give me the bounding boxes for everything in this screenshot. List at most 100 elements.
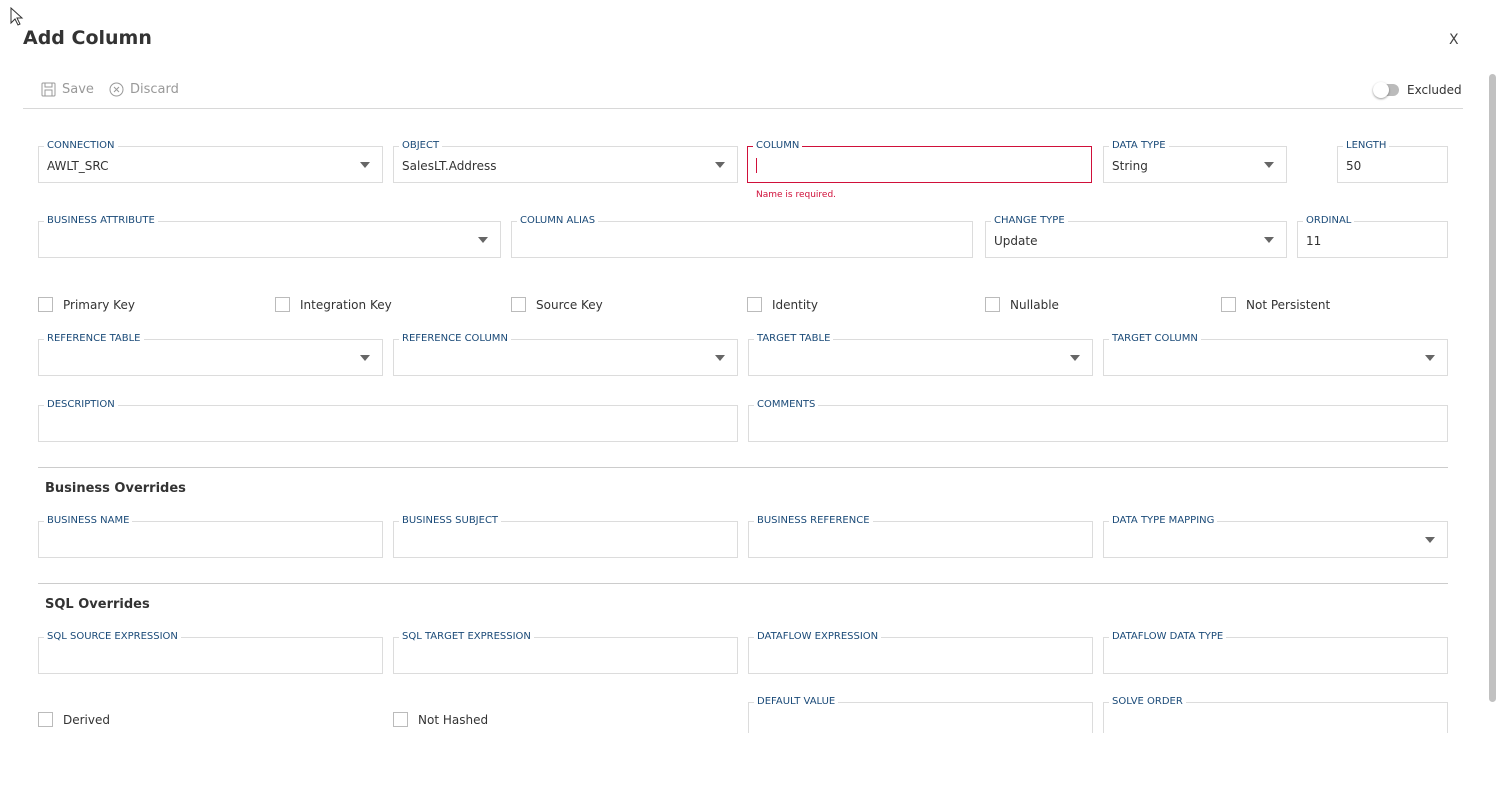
- close-button[interactable]: X: [1449, 32, 1459, 48]
- description-label: DESCRIPTION: [44, 399, 118, 411]
- business-subject-input[interactable]: BUSINESS SUBJECT: [393, 515, 738, 558]
- object-label: OBJECT: [399, 140, 443, 152]
- comments-label: COMMENTS: [754, 399, 819, 411]
- chevron-down-icon[interactable]: [715, 162, 725, 168]
- sql-source-expression-input[interactable]: SQL SOURCE EXPRESSION: [38, 631, 383, 674]
- checkbox-box[interactable]: [38, 712, 53, 727]
- checkbox-box[interactable]: [747, 297, 762, 312]
- connection-value: AWLT_SRC: [47, 159, 109, 173]
- text-cursor: [756, 158, 757, 173]
- ordinal-value: 11: [1306, 234, 1322, 248]
- connection-select[interactable]: CONNECTION AWLT_SRC: [38, 140, 383, 183]
- ordinal-label: ORDINAL: [1303, 215, 1355, 227]
- dataflow-expression-label: DATAFLOW EXPRESSION: [754, 631, 882, 643]
- checkbox-box[interactable]: [275, 297, 290, 312]
- chevron-down-icon[interactable]: [1070, 355, 1080, 361]
- primary-key-checkbox[interactable]: Primary Key: [38, 297, 135, 312]
- solve-order-label: SOLVE ORDER: [1109, 696, 1186, 708]
- dataflow-data-type-input[interactable]: DATAFLOW DATA TYPE: [1103, 631, 1448, 674]
- length-input[interactable]: LENGTH 50: [1337, 140, 1448, 183]
- target-table-select[interactable]: TARGET TABLE: [748, 333, 1093, 376]
- target-column-select[interactable]: TARGET COLUMN: [1103, 333, 1448, 376]
- source-key-checkbox[interactable]: Source Key: [511, 297, 603, 312]
- business-name-label: BUSINESS NAME: [44, 515, 133, 527]
- chevron-down-icon[interactable]: [360, 355, 370, 361]
- checkbox-box[interactable]: [393, 712, 408, 727]
- reference-table-select[interactable]: REFERENCE TABLE: [38, 333, 383, 376]
- business-overrides-heading: Business Overrides: [45, 481, 186, 496]
- integration-key-checkbox[interactable]: Integration Key: [275, 297, 392, 312]
- not-hashed-checkbox[interactable]: Not Hashed: [393, 712, 488, 727]
- nullable-label: Nullable: [1010, 297, 1059, 312]
- connection-label: CONNECTION: [44, 140, 118, 152]
- section-divider: [38, 467, 1448, 468]
- data-type-label: DATA TYPE: [1109, 140, 1169, 152]
- scrollbar[interactable]: [1489, 74, 1496, 702]
- chevron-down-icon[interactable]: [478, 237, 488, 243]
- source-key-label: Source Key: [536, 297, 603, 312]
- integration-key-label: Integration Key: [300, 297, 392, 312]
- identity-checkbox[interactable]: Identity: [747, 297, 818, 312]
- not-hashed-label: Not Hashed: [418, 712, 489, 727]
- column-input[interactable]: COLUMN: [747, 140, 1092, 183]
- checkbox-box[interactable]: [38, 297, 53, 312]
- data-type-mapping-select[interactable]: DATA TYPE MAPPING: [1103, 515, 1448, 558]
- sql-source-expression-label: SQL SOURCE EXPRESSION: [44, 631, 181, 643]
- change-type-label: CHANGE TYPE: [991, 215, 1068, 227]
- column-label: COLUMN: [753, 140, 803, 152]
- business-reference-input[interactable]: BUSINESS REFERENCE: [748, 515, 1093, 558]
- save-label: Save: [62, 82, 94, 97]
- save-button[interactable]: Save: [41, 82, 94, 97]
- chevron-down-icon[interactable]: [360, 162, 370, 168]
- business-attribute-select[interactable]: BUSINESS ATTRIBUTE: [38, 215, 501, 258]
- checkbox-box[interactable]: [985, 297, 1000, 312]
- chevron-down-icon[interactable]: [1425, 355, 1435, 361]
- sql-target-expression-label: SQL TARGET EXPRESSION: [399, 631, 534, 643]
- object-select[interactable]: OBJECT SalesLT.Address: [393, 140, 738, 183]
- derived-label: Derived: [63, 712, 110, 727]
- business-subject-label: BUSINESS SUBJECT: [399, 515, 502, 527]
- default-value-input[interactable]: DEFAULT VALUE: [748, 696, 1093, 733]
- data-type-select[interactable]: DATA TYPE String: [1103, 140, 1287, 183]
- comments-input[interactable]: COMMENTS: [748, 399, 1448, 442]
- column-error-message: Name is required.: [756, 190, 837, 200]
- solve-order-input[interactable]: SOLVE ORDER: [1103, 696, 1448, 733]
- chevron-down-icon[interactable]: [715, 355, 725, 361]
- business-name-input[interactable]: BUSINESS NAME: [38, 515, 383, 558]
- data-type-mapping-label: DATA TYPE MAPPING: [1109, 515, 1218, 527]
- discard-button[interactable]: Discard: [109, 82, 179, 97]
- excluded-toggle[interactable]: [1373, 82, 1399, 98]
- business-attribute-label: BUSINESS ATTRIBUTE: [44, 215, 158, 227]
- not-persistent-checkbox[interactable]: Not Persistent: [1221, 297, 1330, 312]
- primary-key-label: Primary Key: [63, 297, 135, 312]
- object-value: SalesLT.Address: [402, 159, 497, 173]
- target-column-label: TARGET COLUMN: [1109, 333, 1201, 345]
- section-divider: [38, 583, 1448, 584]
- checkbox-box[interactable]: [511, 297, 526, 312]
- dataflow-expression-input[interactable]: DATAFLOW EXPRESSION: [748, 631, 1093, 674]
- nullable-checkbox[interactable]: Nullable: [985, 297, 1059, 312]
- not-persistent-label: Not Persistent: [1246, 297, 1331, 312]
- derived-checkbox[interactable]: Derived: [38, 712, 110, 727]
- dialog-title: Add Column: [23, 27, 152, 49]
- chevron-down-icon[interactable]: [1264, 162, 1274, 168]
- checkbox-box[interactable]: [1221, 297, 1236, 312]
- reference-column-select[interactable]: REFERENCE COLUMN: [393, 333, 738, 376]
- column-alias-label: COLUMN ALIAS: [517, 215, 599, 227]
- length-label: LENGTH: [1343, 140, 1390, 152]
- save-icon: [41, 82, 56, 97]
- column-alias-input[interactable]: COLUMN ALIAS: [511, 215, 973, 258]
- data-type-value: String: [1112, 159, 1148, 173]
- default-value-label: DEFAULT VALUE: [754, 696, 839, 708]
- description-input[interactable]: DESCRIPTION: [38, 399, 738, 442]
- length-value: 50: [1346, 159, 1362, 173]
- chevron-down-icon[interactable]: [1264, 237, 1274, 243]
- reference-column-label: REFERENCE COLUMN: [399, 333, 511, 345]
- sql-target-expression-input[interactable]: SQL TARGET EXPRESSION: [393, 631, 738, 674]
- discard-icon: [109, 82, 124, 97]
- identity-label: Identity: [772, 297, 818, 312]
- ordinal-input[interactable]: ORDINAL 11: [1297, 215, 1448, 258]
- change-type-value: Update: [994, 234, 1038, 248]
- chevron-down-icon[interactable]: [1425, 537, 1435, 543]
- change-type-select[interactable]: CHANGE TYPE Update: [985, 215, 1287, 258]
